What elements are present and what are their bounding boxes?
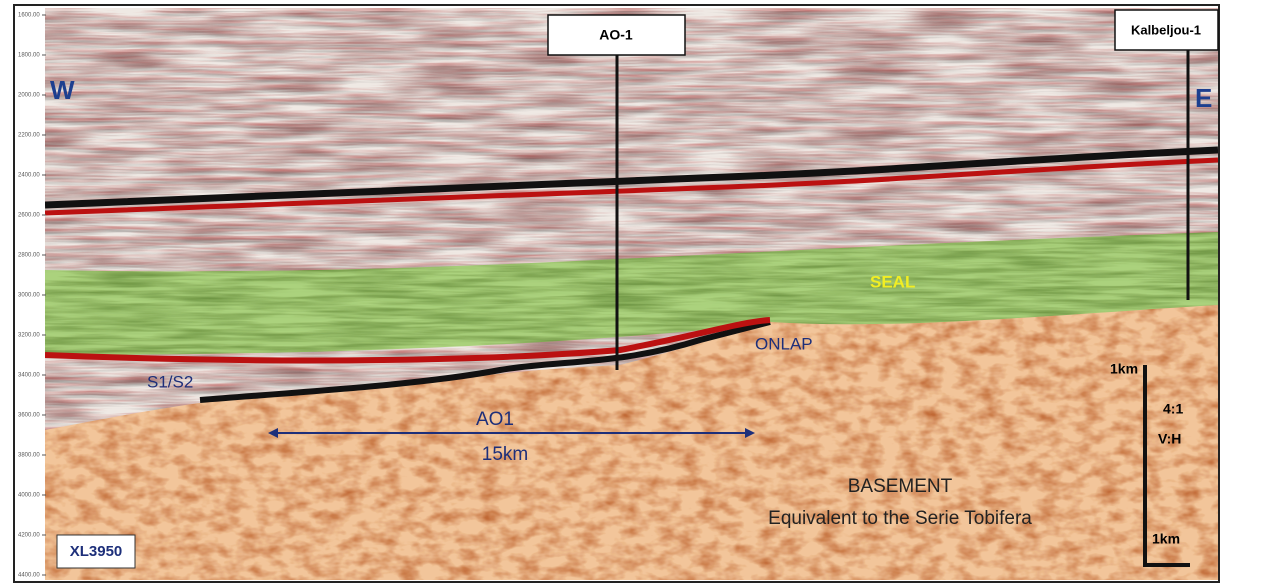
basement-note: Equivalent to the Serie Tobifera (768, 508, 1032, 529)
depth-label: 2400.00 (18, 173, 40, 179)
depth-label: 4200.00 (18, 533, 40, 539)
scale-axes: V:H (1158, 431, 1181, 447)
sequence-label: S1/S2 (147, 372, 193, 391)
scale-ratio: 4:1 (1163, 401, 1183, 417)
direction-label: E (1195, 83, 1212, 113)
depth-label: 3000.00 (18, 293, 40, 299)
depth-label: 1800.00 (18, 53, 40, 59)
depth-label: 3800.00 (18, 453, 40, 459)
onlap-label: ONLAP (755, 334, 813, 353)
depth-label: 4000.00 (18, 493, 40, 499)
seal-label: SEAL (870, 272, 915, 291)
depth-label: 2200.00 (18, 133, 40, 139)
well-box (547, 14, 686, 56)
distance-label: 15km (482, 444, 528, 465)
line-id-box (56, 534, 136, 569)
well-box (1114, 9, 1219, 51)
scale-bar (1143, 365, 1190, 567)
depth-label: 4400.00 (18, 573, 40, 579)
depth-axis: 1600.00 1800.00 2000.00 2200.00 2400.00 2600.… (18, 13, 46, 579)
basement-label: BASEMENT (848, 476, 953, 497)
depth-label: 3600.00 (18, 413, 40, 419)
depth-label: 1600.00 (18, 13, 40, 19)
seismic-section (45, 8, 1218, 580)
direction-label: W (50, 75, 75, 105)
well-label: Kalbeljou-1 (1131, 22, 1201, 37)
depth-label: 2000.00 (18, 93, 40, 99)
scale-label: 1km (1110, 361, 1138, 377)
depth-label: 2800.00 (18, 253, 40, 259)
depth-label: 3400.00 (18, 373, 40, 379)
depth-label: 2600.00 (18, 213, 40, 219)
depth-label: 3200.00 (18, 333, 40, 339)
scale-label: 1km (1152, 531, 1180, 547)
field-label: AO1 (476, 409, 514, 430)
well-label: AO-1 (599, 27, 633, 43)
line-id: XL3950 (70, 543, 123, 560)
